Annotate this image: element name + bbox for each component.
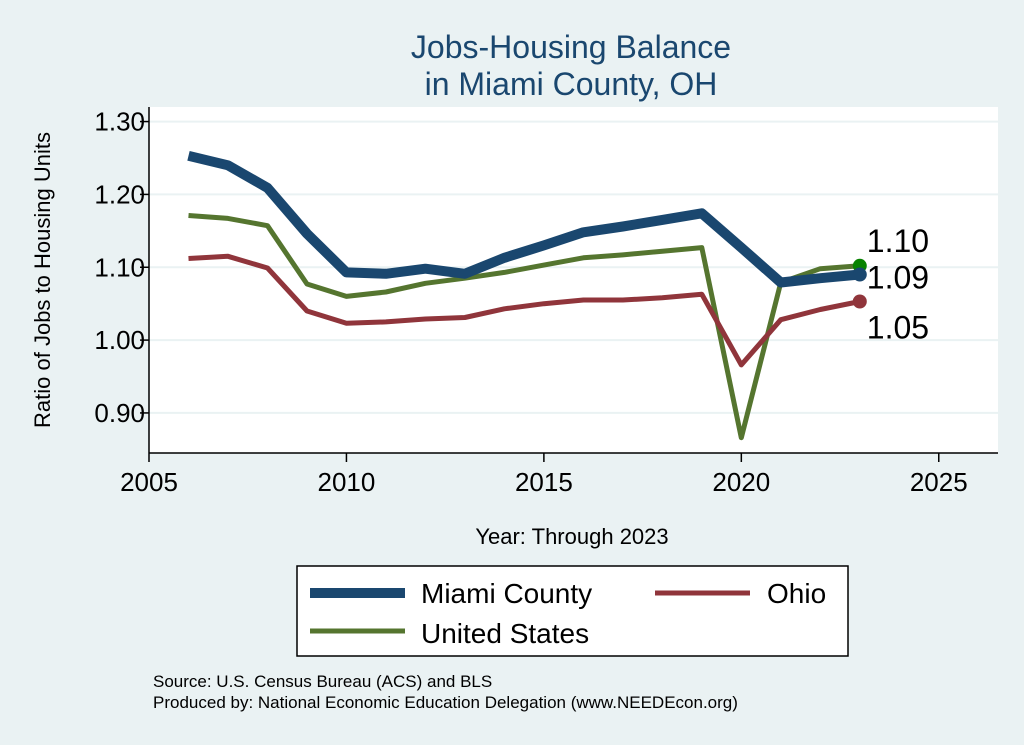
end-marker-ohio (852, 294, 867, 309)
producer-line: Produced by: National Economic Education… (153, 693, 738, 712)
end-labels: 1.09 1.05 1.10 (867, 223, 929, 346)
axes: 0.90 1.00 1.10 1.20 1.30 2005 2010 2015 2020 2025 (94, 107, 998, 497)
x-tick-label-3: 2020 (712, 467, 770, 497)
y-tick-label-4: 1.30 (94, 107, 145, 137)
end-label-ohio: 1.05 (867, 309, 929, 345)
end-label-united-states: 1.10 (867, 223, 929, 259)
series-lines (187, 150, 867, 441)
legend-box (296, 565, 849, 657)
end-label-miami-county: 1.09 (867, 260, 929, 296)
x-tick-label-0: 2005 (120, 467, 178, 497)
y-tick-label-2: 1.10 (94, 252, 145, 282)
chart-title-line-1: Jobs-Housing Balance (411, 29, 731, 65)
chart-title-line-2: in Miami County, OH (425, 66, 718, 102)
series-line-ohio (188, 253, 861, 368)
y-tick-label-0: 0.90 (94, 398, 145, 428)
x-tick-label-2: 2015 (515, 467, 573, 497)
y-tick-label-1: 1.00 (94, 325, 145, 355)
x-axis-title: Year: Through 2023 (475, 524, 668, 549)
source-line: Source: U.S. Census Bureau (ACS) and BLS (153, 672, 492, 691)
series-line-miami-county (187, 150, 861, 288)
y-tick-label-3: 1.20 (94, 179, 145, 209)
legend-label-ohio: Ohio (767, 578, 826, 609)
legend-label-miami-county: Miami County (421, 578, 592, 609)
x-tick-label-1: 2010 (318, 467, 376, 497)
legend: Miami County Ohio United States (296, 565, 849, 657)
x-tick-label-4: 2025 (910, 467, 968, 497)
legend-label-united-states: United States (421, 618, 589, 649)
y-axis-title: Ratio of Jobs to Housing Units (30, 132, 55, 428)
end-marker-miami-county (852, 267, 867, 282)
series-line-united-states (188, 213, 860, 441)
